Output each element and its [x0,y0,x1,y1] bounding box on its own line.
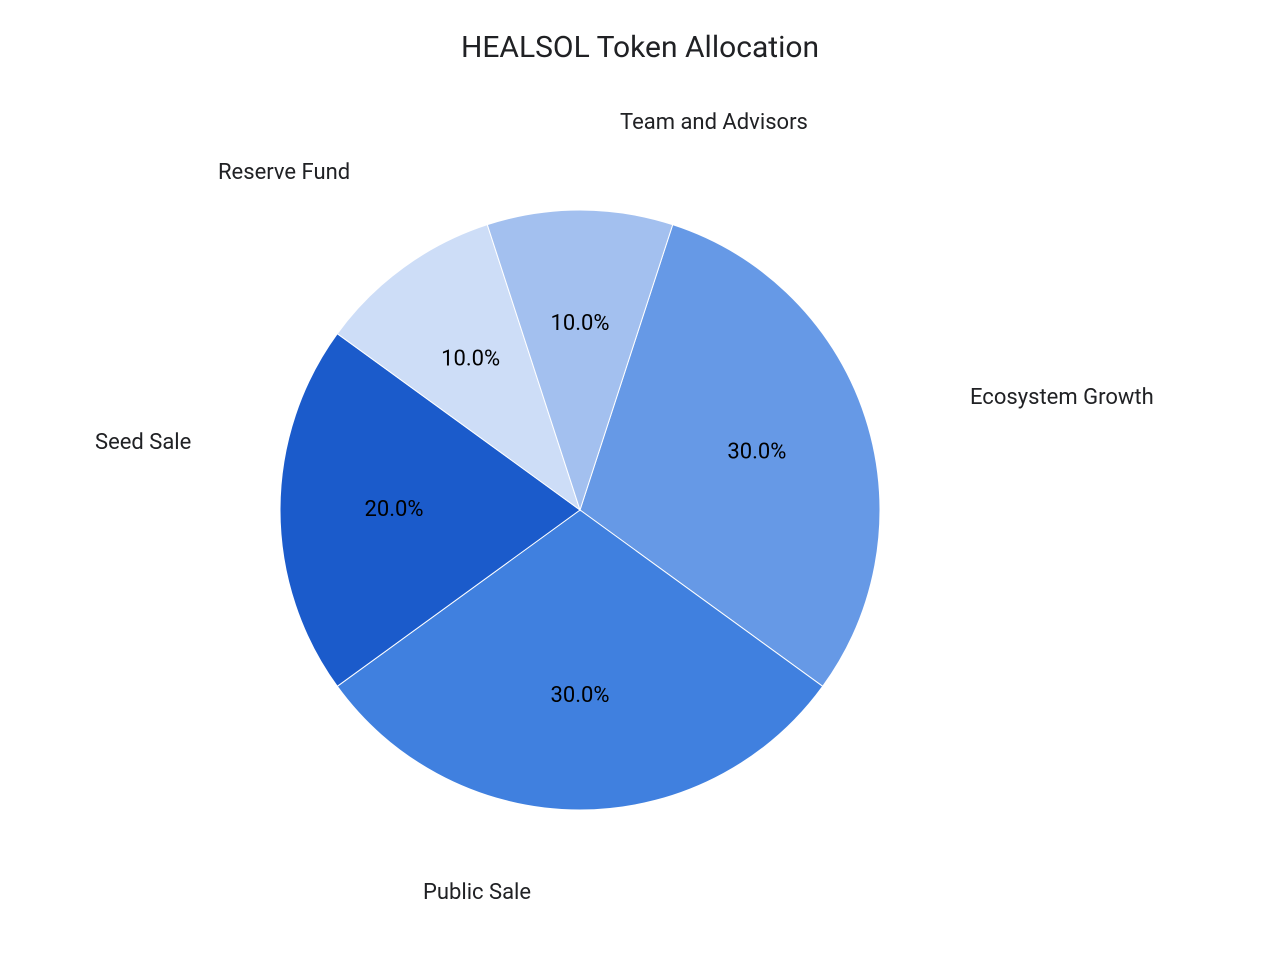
pie-slice-name: Reserve Fund [218,160,350,185]
pie-chart-svg: 30.0% 30.0% 20.0% 10.0% 10.0% [0,0,1280,960]
pie-slice-name: Public Sale [423,880,531,905]
pie-chart-container: HEALSOL Token Allocation 30.0%30.0%20.0%… [0,0,1280,960]
pie-slice-value: 20.0% [364,497,423,522]
pie-slice-name: Team and Advisors [620,110,808,135]
pie-slice-value: 10.0% [550,311,609,336]
pie-slice-value: 10.0% [441,346,500,371]
pie-slice-name: Seed Sale [95,430,191,455]
pie-slice-name: Ecosystem Growth [970,385,1154,410]
pie-slice-value: 30.0% [727,439,786,464]
pie-slice-value: 30.0% [550,683,609,708]
